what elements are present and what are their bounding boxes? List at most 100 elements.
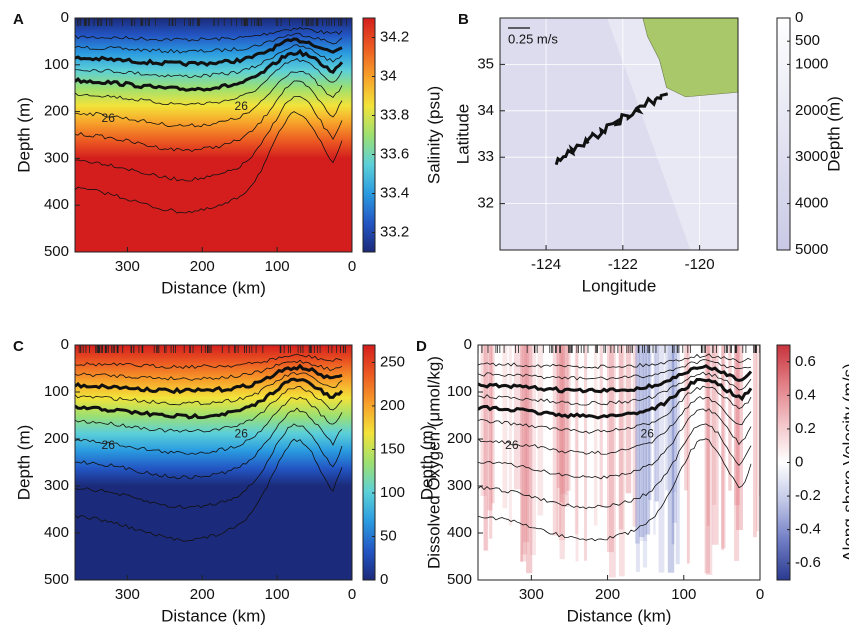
y-tick-label: 35 — [477, 55, 494, 72]
velocity-stripe — [734, 345, 740, 506]
velocity-stripe — [608, 345, 616, 578]
plot-frame — [477, 344, 761, 581]
contour-label: 26 — [235, 99, 249, 113]
velocity-stripe — [574, 345, 579, 535]
velocity-stripe — [565, 345, 568, 495]
velocity-stripe — [758, 345, 760, 496]
colorbar-tick-label: 100 — [380, 484, 405, 501]
panel-label: B — [458, 11, 469, 28]
section-field — [75, 18, 352, 252]
x-axis-label: Distance (km) — [567, 606, 672, 625]
colorbar-label: Depth (m) — [824, 96, 843, 172]
x-axis-label: Distance (km) — [161, 606, 266, 625]
colorbar-label: Dissolved Oxygen (μmol/kg) — [424, 356, 443, 569]
velocity-stripe — [522, 345, 530, 543]
contour — [75, 377, 344, 420]
plot-area: 0.25 m/s — [500, 18, 738, 250]
y-tick-label: 400 — [44, 196, 69, 213]
velocity-stripe — [667, 345, 675, 573]
velocity-stripe — [520, 345, 527, 562]
velocity-stripe — [480, 345, 487, 497]
velocity-stripe — [753, 345, 757, 538]
y-tick-label: 400 — [447, 524, 472, 541]
colorbar-tick-label: 0.2 — [795, 420, 816, 437]
colorbar-tick-label: 150 — [380, 440, 405, 457]
contour-label: 26 — [235, 426, 249, 440]
velocity-stripe — [556, 345, 560, 489]
x-axis-label: Distance (km) — [161, 278, 266, 297]
velocity-stripe — [619, 345, 625, 577]
plot-frame — [499, 17, 739, 251]
contour-label: 26 — [505, 438, 519, 452]
scale-label: 0.25 m/s — [508, 31, 558, 46]
velocity-stripe — [561, 345, 569, 507]
velocity-stripe — [508, 345, 512, 526]
velocity-stripe — [672, 345, 677, 493]
contour — [75, 438, 343, 542]
plot-frame — [74, 17, 353, 253]
y-tick-label: 100 — [44, 383, 69, 400]
y-tick-label: 0 — [464, 336, 472, 353]
y-tick-label: 200 — [44, 103, 69, 120]
contour — [75, 111, 343, 214]
velocity-stripe — [705, 345, 713, 575]
contour — [75, 27, 343, 42]
velocity-stripe — [625, 345, 632, 494]
x-tick-label: 100 — [265, 258, 290, 275]
y-tick-label: 300 — [447, 477, 472, 494]
colorbar — [362, 17, 376, 253]
velocity-stripe — [645, 345, 651, 535]
colorbar-tick-label: 50 — [380, 527, 397, 544]
velocity-stripe — [521, 345, 528, 555]
velocity-stripe — [552, 345, 558, 536]
x-tick-label: 300 — [115, 586, 140, 603]
colorbar-tick-label: 0 — [795, 453, 803, 470]
colorbar — [776, 17, 791, 251]
velocity-stripe — [711, 345, 719, 545]
velocity-stripe — [712, 345, 717, 506]
contour — [75, 48, 344, 92]
velocity-stripe — [632, 345, 638, 527]
velocity-stripe — [583, 345, 588, 561]
section-field — [75, 345, 352, 580]
velocity-stripe — [706, 345, 710, 526]
colorbar-tick-label: 250 — [380, 353, 405, 370]
velocity-stripe — [558, 345, 566, 541]
colorbar-tick-label: 4000 — [795, 195, 828, 212]
colorbar-label: Along-shore Velocity (m/s) — [839, 363, 849, 561]
contour — [478, 364, 753, 394]
panel-label: D — [416, 338, 427, 355]
contour — [75, 44, 343, 79]
colorbar-tick-label: 33.8 — [380, 106, 409, 123]
velocity-stripe — [483, 345, 489, 552]
velocity-stripe — [671, 345, 675, 545]
contour-label: 26 — [102, 438, 116, 452]
velocity-stripe — [686, 345, 690, 564]
y-tick-label: 0 — [61, 336, 69, 353]
y-tick-label: 300 — [44, 149, 69, 166]
y-axis-label: Latitude — [453, 104, 472, 165]
y-tick-label: 100 — [447, 383, 472, 400]
contour — [478, 408, 752, 480]
x-tick-label: 0 — [348, 586, 356, 603]
contour — [75, 359, 343, 381]
contour-label: 26 — [102, 111, 116, 125]
colorbar-tick-label: 0 — [795, 9, 803, 26]
colorbar-tick-label: 0.6 — [795, 353, 816, 370]
x-tick-label: 200 — [190, 258, 215, 275]
colorbar-tick-label: 5000 — [795, 241, 828, 258]
velocity-stripe — [665, 345, 668, 491]
velocity-stripe — [489, 345, 493, 539]
x-tick-label: 100 — [265, 586, 290, 603]
colorbar-tick-label: 0.4 — [795, 386, 816, 403]
contour — [478, 359, 752, 381]
panel-label: C — [13, 338, 24, 355]
contour — [75, 385, 343, 433]
colorbar-tick-label: -0.2 — [795, 487, 821, 504]
contour — [75, 353, 343, 369]
x-tick-label: -124 — [531, 256, 561, 273]
colorbar-tick-label: 34 — [380, 67, 397, 84]
